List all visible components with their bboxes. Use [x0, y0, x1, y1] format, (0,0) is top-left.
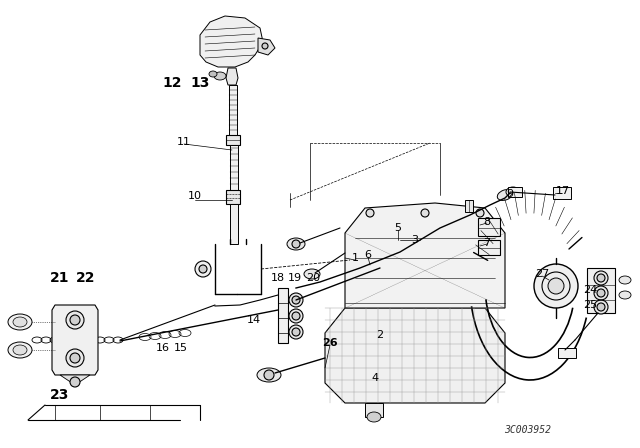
Bar [508, 187, 522, 197]
Bar [465, 200, 473, 212]
Text: 2: 2 [376, 330, 383, 340]
Circle shape [262, 43, 268, 49]
Ellipse shape [8, 342, 32, 358]
Ellipse shape [367, 412, 381, 422]
Circle shape [597, 289, 605, 297]
Circle shape [292, 328, 300, 336]
Bar [365, 403, 383, 417]
Polygon shape [325, 308, 505, 403]
Circle shape [594, 286, 608, 300]
Text: 3C003952: 3C003952 [504, 425, 552, 435]
Ellipse shape [287, 238, 305, 250]
Text: 1: 1 [351, 253, 358, 263]
Ellipse shape [13, 345, 27, 355]
Bar [226, 190, 240, 204]
Text: 18: 18 [271, 273, 285, 283]
Text: 6: 6 [365, 250, 371, 260]
Bar [229, 85, 237, 135]
Polygon shape [60, 375, 90, 385]
Ellipse shape [209, 71, 217, 77]
Circle shape [476, 209, 484, 217]
Ellipse shape [506, 187, 520, 197]
Bar [226, 135, 240, 145]
Circle shape [534, 264, 578, 308]
Circle shape [292, 296, 300, 304]
Circle shape [542, 272, 570, 300]
Bar [478, 218, 500, 236]
Text: 14: 14 [247, 315, 261, 325]
Text: 25: 25 [583, 300, 597, 310]
Circle shape [597, 303, 605, 311]
Text: 7: 7 [483, 238, 491, 248]
Circle shape [421, 209, 429, 217]
Text: 11: 11 [177, 137, 191, 147]
Circle shape [292, 240, 300, 248]
Text: 13: 13 [190, 76, 210, 90]
Ellipse shape [619, 291, 631, 299]
Circle shape [199, 265, 207, 273]
Text: 4: 4 [371, 373, 379, 383]
Circle shape [366, 209, 374, 217]
Text: 10: 10 [188, 191, 202, 201]
Circle shape [289, 309, 303, 323]
Circle shape [289, 325, 303, 339]
Circle shape [70, 377, 80, 387]
Text: 16: 16 [156, 343, 170, 353]
Bar [230, 204, 238, 244]
Bar [278, 288, 288, 343]
Ellipse shape [8, 314, 32, 330]
Circle shape [548, 278, 564, 294]
Text: 17: 17 [556, 186, 570, 196]
Text: 19: 19 [288, 273, 302, 283]
Ellipse shape [497, 190, 513, 200]
Text: 27: 27 [535, 269, 549, 279]
Text: 5: 5 [394, 223, 401, 233]
Bar [558, 348, 576, 358]
Ellipse shape [257, 368, 281, 382]
Text: 22: 22 [76, 271, 96, 285]
Polygon shape [226, 68, 238, 85]
Circle shape [70, 353, 80, 363]
Ellipse shape [13, 317, 27, 327]
Polygon shape [52, 305, 98, 375]
Text: 3: 3 [412, 235, 419, 245]
Text: 12: 12 [163, 76, 182, 90]
Bar [587, 268, 615, 313]
Text: 21: 21 [51, 271, 70, 285]
Circle shape [289, 293, 303, 307]
Polygon shape [345, 203, 505, 308]
Circle shape [594, 300, 608, 314]
Polygon shape [200, 16, 263, 67]
Circle shape [66, 349, 84, 367]
Circle shape [264, 370, 274, 380]
Ellipse shape [304, 269, 320, 279]
Circle shape [594, 271, 608, 285]
Text: 26: 26 [322, 338, 338, 348]
Circle shape [70, 315, 80, 325]
Circle shape [292, 312, 300, 320]
Circle shape [597, 274, 605, 282]
Bar [478, 240, 500, 255]
Polygon shape [258, 38, 275, 55]
Text: 24: 24 [583, 285, 597, 295]
Bar [553, 187, 571, 199]
Text: 15: 15 [174, 343, 188, 353]
Ellipse shape [619, 276, 631, 284]
Text: 23: 23 [51, 388, 70, 402]
Text: 8: 8 [483, 217, 491, 227]
Text: 9: 9 [506, 189, 513, 199]
Bar [230, 145, 238, 190]
Text: 20: 20 [306, 273, 320, 283]
Circle shape [195, 261, 211, 277]
Ellipse shape [214, 72, 226, 80]
Circle shape [66, 311, 84, 329]
